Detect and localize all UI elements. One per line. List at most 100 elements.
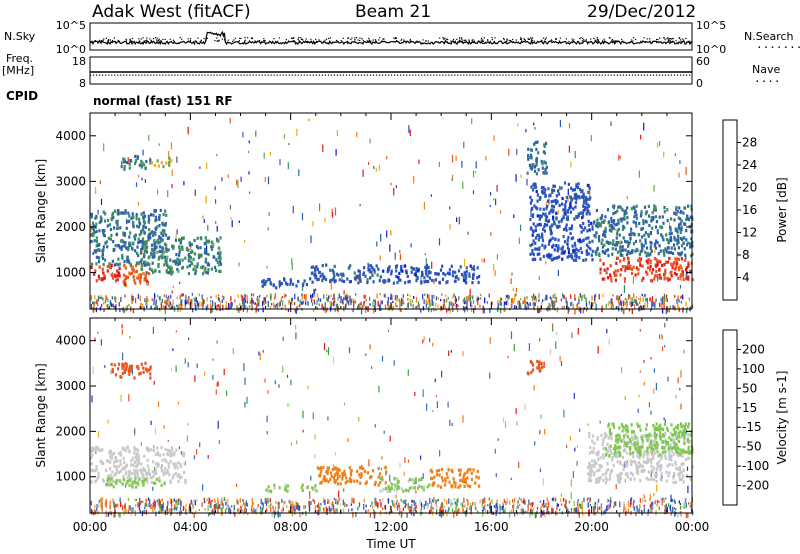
region-11-cell [616,243,619,247]
clutter-cell [525,510,527,514]
region-10-cell [552,184,555,188]
nave-point [385,74,387,76]
clutter-cell [168,295,170,299]
region-10-cell [541,234,544,238]
clutter-cell [98,502,100,508]
clutter-cell [506,294,509,299]
noise-search-point [221,38,223,40]
clutter-cell [587,497,589,500]
sparse-echo-cell [455,155,457,161]
clutter-cell [425,500,427,506]
sparse-echo-cell [214,186,216,191]
region-11-cell [682,241,685,245]
nave-point [141,74,143,76]
region-11-cell [677,246,680,250]
region-3-cell [165,261,168,265]
region-11-cell [612,242,615,246]
noise-search-point [596,40,598,42]
region-12-cell [617,269,620,273]
region-2-cell [139,222,142,226]
noise-search-point [179,37,181,39]
clutter-cell [310,294,312,299]
region-10-cell [549,238,552,242]
sparse-echo-cell [496,185,498,192]
clutter-cell [623,506,625,511]
region-3-cell [212,243,215,247]
nave-point [273,74,275,76]
clutter-cell [308,500,310,507]
region-11-cell [666,208,669,212]
noise-search-point [590,38,592,40]
clutter-cell [560,298,563,302]
sparse-echo-cell [264,177,266,182]
noise-search-point [571,38,573,40]
clutter-cell [650,309,652,312]
region-3-cell [206,271,209,275]
clutter-cell [620,300,622,305]
region-11-cell [623,211,626,216]
clutter-cell [630,500,632,503]
clutter-cell [645,297,647,302]
clutter-cell [220,507,222,511]
region-1-cell [128,483,131,487]
region-9-cell [533,142,536,146]
sparse-echo-cell [438,238,441,246]
clutter-cell [229,509,232,515]
sparse-echo-cell [217,381,219,387]
region-0-cell [137,453,140,458]
region-2-cell [152,213,155,217]
noise-search-point [103,38,105,40]
clutter-cell [210,500,212,504]
region-0-cell [116,273,119,277]
sparse-echo-cell [205,195,207,204]
clutter-cell [203,500,206,504]
clutter-cell [427,299,429,305]
clutter-cell [262,506,264,510]
clutter-cell [195,510,197,515]
clutter-cell [118,302,120,307]
noise-search-point [354,40,356,42]
region-7-cell [349,264,352,268]
region-10-cell [550,253,553,257]
sparse-echo-cell [451,177,453,182]
clutter-cell [477,510,479,513]
clutter-cell [380,300,382,304]
region-0-cell [165,471,168,475]
region-0-cell [178,473,181,477]
region-11-cell [680,219,683,223]
clutter-cell [546,295,548,301]
clutter-cell [630,301,632,308]
noise-search-point [354,37,356,39]
region-11-cell [604,234,607,238]
region-7-cell [329,279,332,283]
clutter-cell [257,301,259,308]
region-10-cell [556,249,559,253]
clutter-cell [241,295,243,298]
noise-search-point [291,37,293,40]
region-2-cell [129,231,132,235]
region-1-cell [135,269,138,274]
clutter-cell [261,507,263,510]
sparse-echo-cell [667,376,669,382]
region-10-cell [591,227,594,231]
region-11-cell [642,244,645,248]
noise-search-point [351,37,353,39]
clutter-cell [371,501,373,505]
noise-search-point [664,39,666,41]
region-12-cell [685,266,688,270]
clutter-cell [565,297,567,303]
sparse-echo-cell [451,423,453,427]
clutter-cell [452,302,454,307]
region-0-cell [175,448,178,452]
region-11-cell [660,225,663,229]
region-11-cell [626,216,629,220]
clutter-cell [161,507,164,512]
region-1-cell [144,274,147,278]
clutter-cell [323,508,325,511]
region-2-cell [134,249,137,253]
region-7-cell [343,279,346,284]
clutter-cell [343,296,345,300]
clutter-cell [129,505,131,511]
region-2-cell [120,245,124,249]
sparse-echo-cell [129,336,131,339]
